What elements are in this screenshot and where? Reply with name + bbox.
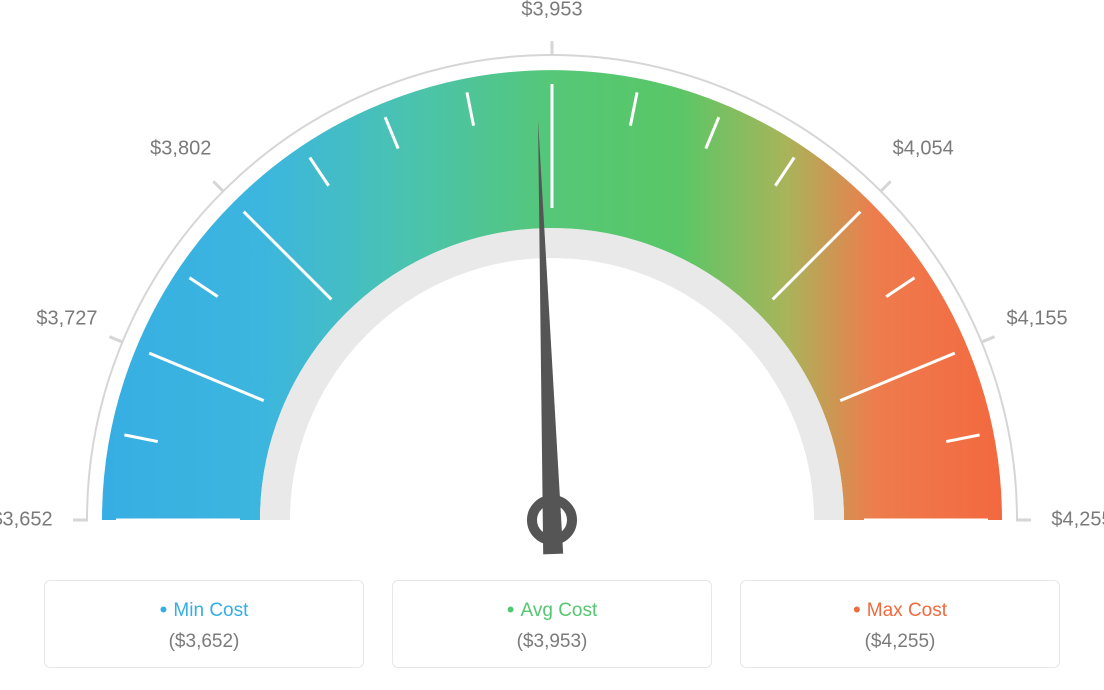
legend-title: Avg Cost bbox=[403, 597, 701, 623]
legend-value: ($4,255) bbox=[751, 631, 1049, 653]
legend-title: Max Cost bbox=[751, 597, 1049, 623]
legend-card: Min Cost ($3,652) bbox=[44, 580, 364, 668]
gauge-svg bbox=[0, 0, 1104, 560]
gauge-tick-label: $3,953 bbox=[521, 0, 582, 22]
legend-card: Max Cost ($4,255) bbox=[740, 580, 1060, 668]
legend-title: Min Cost bbox=[55, 597, 353, 623]
legend-value: ($3,953) bbox=[403, 631, 701, 653]
gauge-tick-label: $4,155 bbox=[1006, 308, 1067, 331]
gauge-tick-label: $3,802 bbox=[150, 137, 211, 160]
gauge-tick-label: $4,054 bbox=[893, 137, 954, 160]
gauge-tick-label: $4,255 bbox=[1051, 509, 1104, 532]
legend-row: Min Cost ($3,652) Avg Cost ($3,953) Max Cost… bbox=[0, 580, 1104, 668]
gauge-tick-label: $3,727 bbox=[36, 308, 97, 331]
gauge-tick-label: $3,652 bbox=[0, 509, 53, 532]
gauge-chart: $3,652 $3,727 $3,802 $3,953 $4,054 $4,155 $4,2… bbox=[0, 0, 1104, 560]
legend-value: ($3,652) bbox=[55, 631, 353, 653]
legend-card: Avg Cost ($3,953) bbox=[392, 580, 712, 668]
